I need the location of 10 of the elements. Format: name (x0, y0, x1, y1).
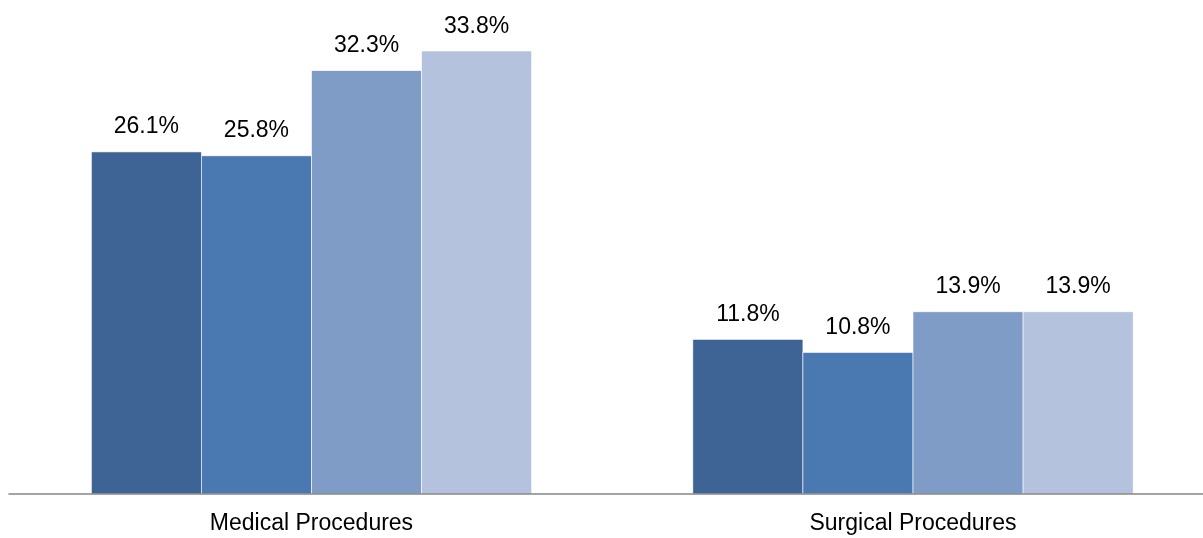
data-label: 26.1% (113, 112, 179, 139)
data-label: 32.3% (333, 31, 400, 58)
data-label: 33.8% (444, 11, 510, 38)
data-label: 25.8% (223, 116, 290, 143)
data-label: 10.8% (825, 312, 891, 339)
x-tick-label: Surgical Procedures (809, 509, 1017, 535)
data-label: 11.8% (716, 299, 780, 326)
data-label: 13.9% (1045, 272, 1111, 299)
data-label: 13.9% (935, 272, 1001, 299)
x-tick-label: Medical Procedures (209, 509, 414, 535)
